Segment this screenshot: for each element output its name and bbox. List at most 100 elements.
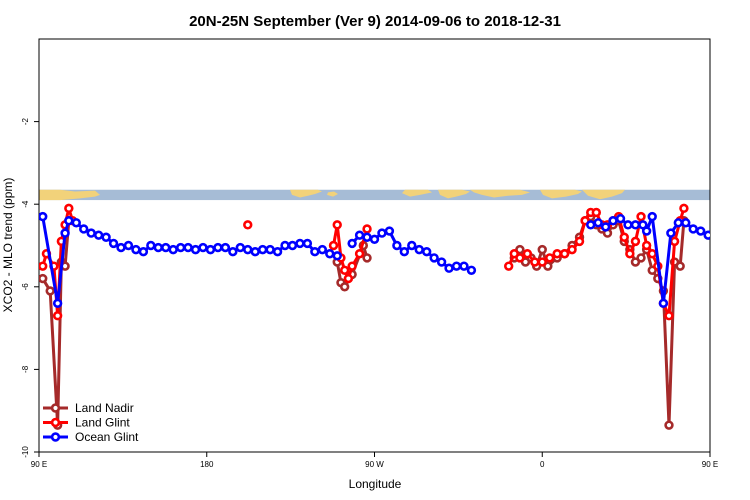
y-tick-label: -6 [21,283,30,291]
data-point-ocean-glint [735,244,742,251]
data-point-ocean-glint [466,265,477,275]
data-point-ocean-glint [280,240,290,251]
data-point-ocean-glint [86,228,96,238]
axis-ticks: 90 E 180 90 W 0 90 E -2 -4 -6 -8 -10 [21,117,718,469]
data-point-ocean-glint [101,232,111,242]
y-tick-label: -2 [21,117,30,125]
data-point-land-nadir [675,261,685,271]
legend-item-ocean-glint: Ocean Glint [43,430,139,444]
data-point-land-glint [343,273,354,284]
data-point-ocean-glint [451,261,462,271]
data-point-land-glint [559,249,570,259]
data-point-ocean-glint [64,216,74,226]
data-point-ocean-glint [183,242,193,253]
map-land-8 [582,189,625,200]
data-point-land-nadir [339,282,350,292]
x-axis-title: Longitude [349,477,402,491]
map-land-2 [290,189,322,198]
data-point-ocean-glint [310,246,320,257]
data-point-land-glint [522,249,533,259]
data-point-ocean-glint [399,246,410,257]
data-point-land-glint [630,236,641,247]
data-point-land-glint [515,253,525,263]
data-point-land-nadir [362,253,372,263]
x-tick-label: 0 [540,460,545,469]
data-point-ocean-glint [384,226,395,236]
data-point-ocean-glint [688,224,698,234]
legend-label: Land Glint [75,416,130,430]
data-point-ocean-glint [325,249,335,259]
data-point-land-nadir [39,273,48,284]
data-point-ocean-glint [295,238,305,249]
map-land-1 [39,189,100,201]
data-point-ocean-glint [108,238,119,249]
data-point-ocean-glint [175,242,186,253]
data-point-land-glint [669,236,680,247]
data-point-land-glint [567,244,577,255]
data-point-land-glint [52,311,63,321]
data-point-ocean-glint [257,244,268,255]
data-point-land-nadir [664,420,674,430]
data-point-land-glint [574,236,585,247]
data-point-ocean-glint [93,230,104,240]
data-point-ocean-glint [205,244,216,255]
data-point-ocean-glint [377,228,387,238]
legend-label: Land Nadir [75,401,134,415]
data-point-land-glint [664,311,674,321]
data-point-land-glint [625,249,635,259]
data-point-ocean-glint [459,261,469,271]
x-tick-label: 180 [200,460,214,469]
data-point-ocean-glint [39,211,48,222]
map-land-4 [402,189,432,197]
data-point-ocean-glint [444,263,454,273]
data-point-land-glint [504,261,514,271]
x-tick-label: 90 E [31,460,47,469]
data-point-ocean-glint [586,220,596,230]
data-point-land-glint [243,220,253,230]
data-point-ocean-glint [138,246,149,257]
legend-marker [50,417,61,428]
data-point-land-glint [647,249,657,259]
y-tick-label: -10 [21,446,30,458]
map-land-5 [438,189,470,199]
data-point-ocean-glint [354,230,365,240]
data-point-ocean-glint [317,244,328,255]
map-land-7 [540,189,582,199]
map-land-3 [327,191,338,197]
data-point-land-glint [354,249,365,259]
x-tick-label: 90 E [702,460,718,469]
data-point-land-glint [328,240,339,251]
data-point-ocean-glint [243,244,253,255]
data-point-ocean-glint [265,244,275,255]
data-point-ocean-glint [332,251,342,261]
data-point-land-nadir [537,244,547,255]
y-tick-label: -8 [21,365,30,373]
legend-marker [50,432,61,442]
chart-title: 20N-25N September (Ver 9) 2014-09-06 to … [189,13,561,30]
data-point-ocean-glint [720,234,727,241]
data-point-ocean-glint [302,238,313,249]
data-point-ocean-glint [347,238,357,249]
map-land-6 [470,189,530,198]
data-point-ocean-glint [630,220,641,230]
data-point-land-glint [537,257,547,267]
data-point-land-glint [362,224,372,234]
data-point-ocean-glint [608,216,618,226]
data-point-ocean-glint [615,213,626,224]
data-point-ocean-glint [116,242,126,253]
data-point-ocean-glint [123,240,134,251]
data-point-land-nadir [636,253,646,263]
data-point-ocean-glint [641,226,652,236]
legend-marker [50,403,61,413]
data-point-land-glint [64,203,74,214]
data-point-land-glint [679,203,689,214]
data-point-land-glint [552,249,562,259]
data-point-ocean-glint [727,240,734,247]
data-point-ocean-glint [436,257,447,267]
data-point-ocean-glint [421,246,432,257]
map-water [39,189,710,201]
data-point-land-glint [39,261,48,271]
